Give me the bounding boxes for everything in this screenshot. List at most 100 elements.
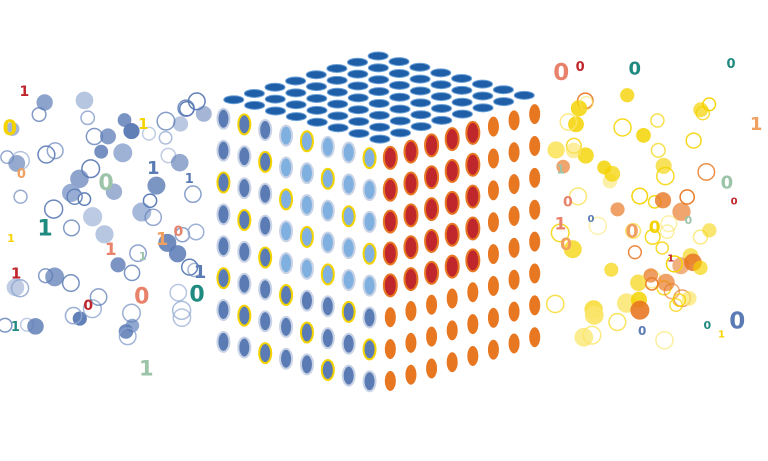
cube-dot — [527, 102, 543, 127]
cube-dot — [451, 73, 473, 83]
cube-dot — [367, 63, 389, 73]
cube-dot — [485, 178, 501, 203]
cube-dot — [388, 68, 410, 78]
cube-dot — [258, 342, 273, 365]
cube-dot — [348, 105, 369, 115]
cube-dot — [320, 199, 335, 222]
cube-dot — [341, 141, 356, 164]
scatter-dot — [158, 233, 177, 252]
cube-dot — [285, 76, 307, 86]
scatter-dot — [643, 268, 659, 283]
cube-dot — [237, 145, 252, 168]
cube-dot — [216, 139, 231, 162]
cube-dot — [506, 299, 522, 324]
binary-digit: 0 — [553, 60, 569, 86]
scatter-dot — [550, 223, 570, 243]
cube-dot — [409, 86, 431, 96]
cube-dot — [430, 68, 452, 78]
cube-dot — [409, 74, 431, 84]
scatter-dot — [177, 99, 195, 118]
cube-dot — [341, 237, 356, 260]
cube-dot — [493, 97, 515, 107]
cube-dot — [320, 135, 335, 158]
binary-digit: 1 — [156, 229, 169, 250]
binary-digit: 0 — [629, 59, 642, 80]
scatter-dot — [13, 189, 28, 204]
cube-dot — [451, 97, 473, 107]
scatter-dot — [82, 207, 103, 227]
scatter-dot — [187, 223, 205, 241]
cube-dot — [299, 162, 314, 185]
cube-dot — [368, 98, 390, 108]
binary-digit: 1 — [147, 158, 160, 179]
scatter-dot — [82, 299, 103, 319]
binary-digit: 0 — [638, 324, 646, 338]
scatter-dot — [170, 153, 189, 172]
scatter-dot — [158, 130, 173, 145]
binary-digit: 0 — [727, 57, 736, 72]
cube-dot — [388, 57, 410, 67]
cube-dot — [424, 292, 440, 317]
scatter-dot — [545, 294, 565, 314]
cube-dot — [320, 327, 335, 350]
scatter-dot — [636, 127, 651, 143]
cube-dot — [326, 75, 348, 85]
cube-dot — [410, 122, 432, 132]
scatter-dot — [627, 245, 643, 260]
cube-dot — [472, 79, 493, 89]
scatter-dot — [75, 91, 94, 110]
scatter-dot — [630, 300, 650, 320]
cube-dot — [527, 293, 543, 318]
cube-dot — [403, 330, 419, 355]
cube-dot — [492, 85, 514, 95]
scatter-dot — [141, 126, 157, 141]
cube-dot — [431, 103, 452, 113]
cube-dot — [410, 98, 432, 108]
cube-dot — [382, 177, 398, 202]
scatter-dot — [43, 199, 64, 219]
cube-dot — [244, 100, 266, 110]
cube-dot — [527, 261, 543, 286]
scatter-dot — [672, 293, 687, 308]
cube-dot — [216, 107, 231, 130]
scatter-dot — [610, 202, 625, 217]
binary-digit: 0 — [731, 197, 738, 208]
scatter-dot — [169, 283, 188, 302]
cube-dot — [258, 246, 273, 269]
cube-dot — [279, 347, 294, 370]
cube-dot — [403, 235, 419, 260]
cube-dot — [299, 225, 314, 248]
cube-dot — [326, 87, 348, 97]
cube-dot — [485, 242, 501, 267]
scatter-dot — [655, 241, 670, 255]
scatter-dot — [81, 159, 101, 179]
cube-dot — [382, 273, 398, 298]
binary-digit: 0 — [588, 214, 595, 225]
cube-dot — [341, 332, 356, 355]
cube-dot — [299, 353, 314, 376]
scatter-dot — [187, 92, 206, 111]
cube-dot — [410, 110, 432, 120]
cube-dot — [506, 108, 522, 133]
scatter-dot — [679, 189, 696, 205]
scatter-dot — [72, 311, 87, 326]
cube-dot — [382, 209, 398, 234]
cube-dot — [237, 240, 252, 263]
scatter-dot — [693, 102, 709, 118]
cube-dot — [216, 299, 231, 321]
cube-dot — [264, 94, 286, 104]
scatter-dot — [604, 165, 621, 182]
cube-dot — [431, 115, 453, 125]
scatter-dot — [697, 162, 716, 181]
scatter-dot — [117, 113, 132, 127]
cube-dot — [237, 177, 252, 200]
cube-dot — [465, 248, 481, 273]
cube-dot — [382, 145, 398, 170]
scatter-dot — [147, 176, 166, 195]
binary-digit: 0 — [649, 218, 661, 238]
scatter-dot — [604, 262, 619, 277]
cube-dot — [444, 190, 460, 215]
scatter-dot — [655, 330, 674, 350]
scatter-dot — [654, 192, 672, 209]
cube-dot — [403, 139, 419, 164]
